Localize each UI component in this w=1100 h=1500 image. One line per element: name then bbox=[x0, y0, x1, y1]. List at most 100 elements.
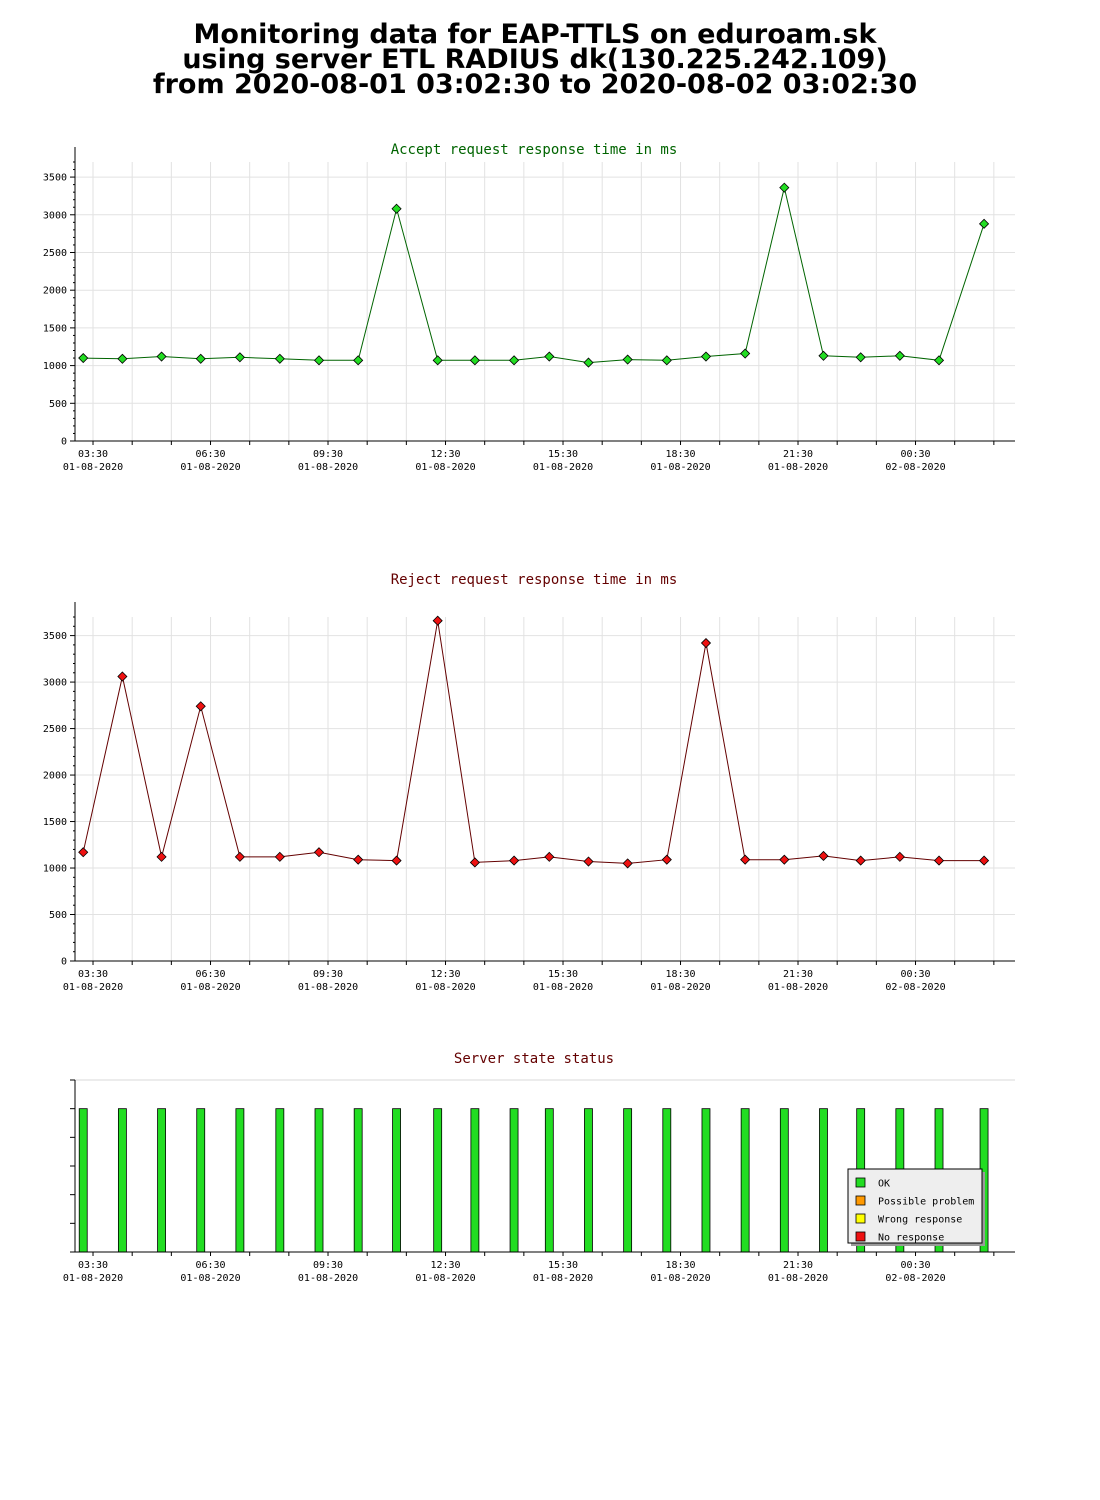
data-point bbox=[740, 854, 751, 865]
status-bar bbox=[470, 1108, 480, 1253]
x-tick-date: 01-08-2020 bbox=[298, 1273, 358, 1284]
x-tick-date: 01-08-2020 bbox=[768, 462, 828, 473]
data-point bbox=[274, 353, 285, 364]
y-tick-label: 1000 bbox=[43, 864, 67, 875]
x-tick-date: 01-08-2020 bbox=[650, 1273, 710, 1284]
status-bar bbox=[701, 1108, 711, 1253]
data-point bbox=[234, 352, 245, 363]
y-tick-label: 0 bbox=[61, 957, 67, 968]
data-point bbox=[740, 348, 751, 359]
data-point bbox=[978, 855, 990, 866]
y-tick-label: 1500 bbox=[43, 323, 67, 334]
status-bar bbox=[196, 1108, 206, 1253]
y-tick-label: 3500 bbox=[43, 631, 67, 642]
status-bar bbox=[117, 1108, 127, 1253]
x-tick-time: 15:30 bbox=[548, 449, 578, 460]
data-point bbox=[622, 354, 633, 365]
data-point bbox=[353, 355, 364, 366]
data-point bbox=[432, 355, 443, 366]
data-point bbox=[469, 355, 480, 366]
data-point bbox=[156, 851, 167, 862]
x-tick-time: 18:30 bbox=[665, 1260, 695, 1271]
y-tick-label: 500 bbox=[49, 399, 67, 410]
status-bar bbox=[584, 1108, 593, 1253]
data-point bbox=[661, 355, 672, 366]
x-tick-time: 06:30 bbox=[195, 969, 225, 980]
y-tick-label: 1500 bbox=[43, 817, 67, 828]
data-point bbox=[313, 847, 325, 858]
data-point bbox=[622, 858, 633, 869]
x-tick-time: 18:30 bbox=[665, 449, 695, 460]
data-point bbox=[195, 701, 206, 712]
legend-label: Wrong response bbox=[878, 1215, 962, 1226]
x-tick-time: 03:30 bbox=[78, 969, 108, 980]
x-tick-time: 21:30 bbox=[783, 969, 813, 980]
status-bar bbox=[275, 1108, 285, 1253]
accept-response-chart: Accept request response time in ms 0 500 10… bbox=[43, 142, 1015, 473]
legend-swatch bbox=[855, 1177, 866, 1188]
x-tick-date: 02-08-2020 bbox=[885, 1273, 945, 1284]
x-tick-date: 01-08-2020 bbox=[533, 462, 593, 473]
legend-swatch bbox=[855, 1195, 866, 1206]
data-point bbox=[779, 854, 790, 865]
x-tick-date: 01-08-2020 bbox=[650, 462, 710, 473]
x-tick-time: 09:30 bbox=[313, 449, 343, 460]
x-tick-date: 01-08-2020 bbox=[533, 1273, 593, 1284]
data-point bbox=[156, 351, 167, 362]
data-point bbox=[234, 851, 245, 862]
data-point bbox=[391, 203, 402, 214]
legend-label: OK bbox=[878, 1179, 890, 1190]
y-tick-label: 1000 bbox=[43, 361, 67, 372]
status-bar bbox=[157, 1108, 166, 1253]
y-tick-label: 3500 bbox=[43, 173, 67, 184]
status-bar bbox=[819, 1108, 828, 1253]
x-tick-time: 15:30 bbox=[548, 969, 578, 980]
data-point bbox=[818, 850, 829, 862]
y-tick-label: 500 bbox=[49, 910, 67, 921]
data-point bbox=[544, 851, 555, 862]
x-tick-time: 00:30 bbox=[900, 969, 930, 980]
x-tick-date: 01-08-2020 bbox=[415, 982, 475, 993]
page-title: Monitoring data for EAP-TTLS on eduroam.… bbox=[0, 21, 1070, 98]
data-point bbox=[195, 353, 206, 364]
y-tick-label: 2500 bbox=[43, 724, 67, 735]
legend-swatch bbox=[855, 1231, 866, 1242]
data-point bbox=[469, 857, 480, 868]
status-bar bbox=[78, 1108, 88, 1253]
x-tick-date: 01-08-2020 bbox=[63, 1273, 123, 1284]
x-tick-date: 02-08-2020 bbox=[885, 462, 945, 473]
data-point bbox=[508, 355, 520, 366]
x-tick-date: 01-08-2020 bbox=[768, 982, 828, 993]
data-point bbox=[353, 854, 364, 865]
x-tick-time: 12:30 bbox=[430, 449, 460, 460]
x-tick-time: 06:30 bbox=[195, 449, 225, 460]
x-tick-date: 01-08-2020 bbox=[63, 462, 123, 473]
data-point bbox=[855, 855, 866, 866]
x-tick-time: 09:30 bbox=[313, 969, 343, 980]
x-tick-time: 12:30 bbox=[430, 969, 460, 980]
status-bar bbox=[353, 1108, 363, 1253]
chart-title: Reject request response time in ms bbox=[391, 572, 678, 588]
status-bar bbox=[544, 1108, 554, 1253]
x-tick-time: 00:30 bbox=[900, 449, 930, 460]
y-tick-label: 2000 bbox=[43, 286, 67, 297]
series-line bbox=[83, 187, 985, 364]
y-tick-label: 2000 bbox=[43, 771, 67, 782]
data-point bbox=[933, 855, 945, 866]
x-tick-time: 00:30 bbox=[900, 1260, 930, 1271]
data-point bbox=[432, 615, 443, 626]
reject-response-chart: Reject request response time in ms 0 500 10… bbox=[43, 572, 1015, 993]
x-tick-time: 03:30 bbox=[78, 1260, 108, 1271]
data-point bbox=[933, 355, 945, 366]
legend-box bbox=[847, 1168, 983, 1244]
x-tick-date: 01-08-2020 bbox=[650, 982, 710, 993]
x-tick-time: 12:30 bbox=[430, 1260, 460, 1271]
legend-label: Possible problem bbox=[878, 1197, 974, 1208]
y-tick-label: 3000 bbox=[43, 678, 67, 689]
server-status-chart: Server state status 03:30 01-08-2020 06:30 0… bbox=[63, 1051, 1015, 1284]
status-bar bbox=[740, 1108, 750, 1253]
legend-label: No response bbox=[878, 1233, 944, 1244]
data-point bbox=[313, 355, 325, 366]
data-point bbox=[700, 351, 712, 362]
data-point bbox=[78, 847, 89, 858]
